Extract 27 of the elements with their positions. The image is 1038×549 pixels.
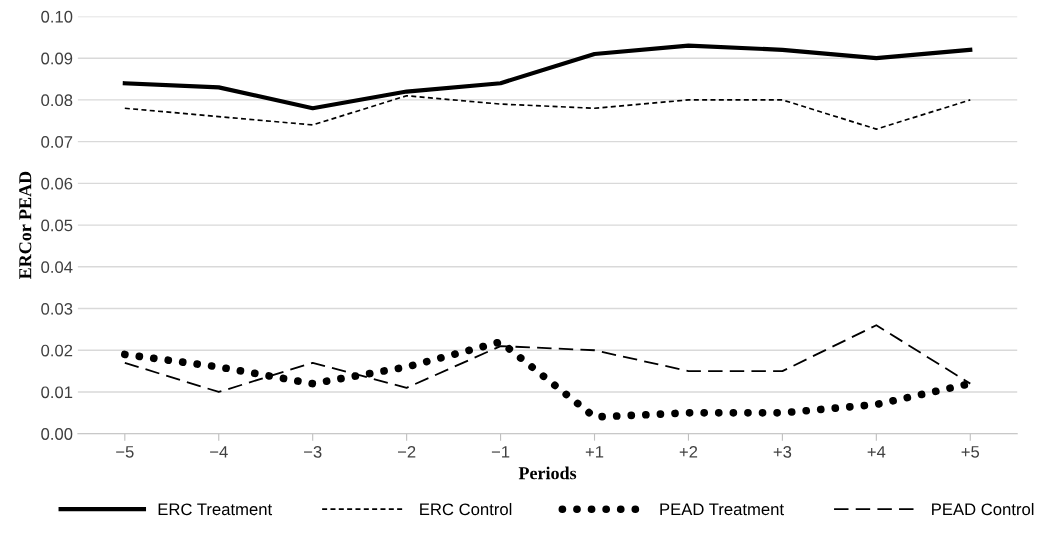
y-tick-label: 0.05 — [41, 219, 73, 232]
legend-label: PEAD Control — [932, 502, 1034, 516]
x-tick-label: +1 — [585, 446, 604, 458]
y-tick-label: 0.03 — [41, 302, 73, 315]
y-tick-label: 0.02 — [41, 344, 73, 357]
y-tick-label: 0.07 — [41, 136, 73, 148]
x-tick-label: −3 — [304, 445, 322, 458]
x-tick-label: +2 — [679, 445, 698, 458]
y-tick-label: 0.00 — [41, 428, 73, 440]
x-tick-label: −2 — [397, 445, 416, 458]
x-axis-title: Periods — [518, 466, 577, 480]
y-tick-label: 0.01 — [41, 386, 73, 399]
legend-label: ERC Control — [420, 502, 512, 516]
legend-label: ERC Treatment — [158, 503, 273, 516]
legend-label: PEAD Treatment — [660, 503, 784, 516]
y-axis-title: ERCor PEAD — [19, 171, 32, 280]
x-tick-label: +4 — [867, 446, 886, 458]
x-tick-label: −5 — [116, 446, 134, 458]
y-tick-label: 0.06 — [41, 177, 73, 190]
y-tick-label: 0.09 — [41, 52, 73, 65]
y-tick-label: 0.08 — [41, 94, 73, 107]
y-tick-label: 0.04 — [41, 261, 73, 274]
x-tick-label: +3 — [773, 445, 792, 458]
y-tick-label: 0.10 — [41, 10, 73, 23]
x-tick-label: −1 — [491, 446, 510, 458]
x-tick-label: +5 — [961, 446, 980, 458]
x-tick-label: −4 — [210, 446, 228, 458]
